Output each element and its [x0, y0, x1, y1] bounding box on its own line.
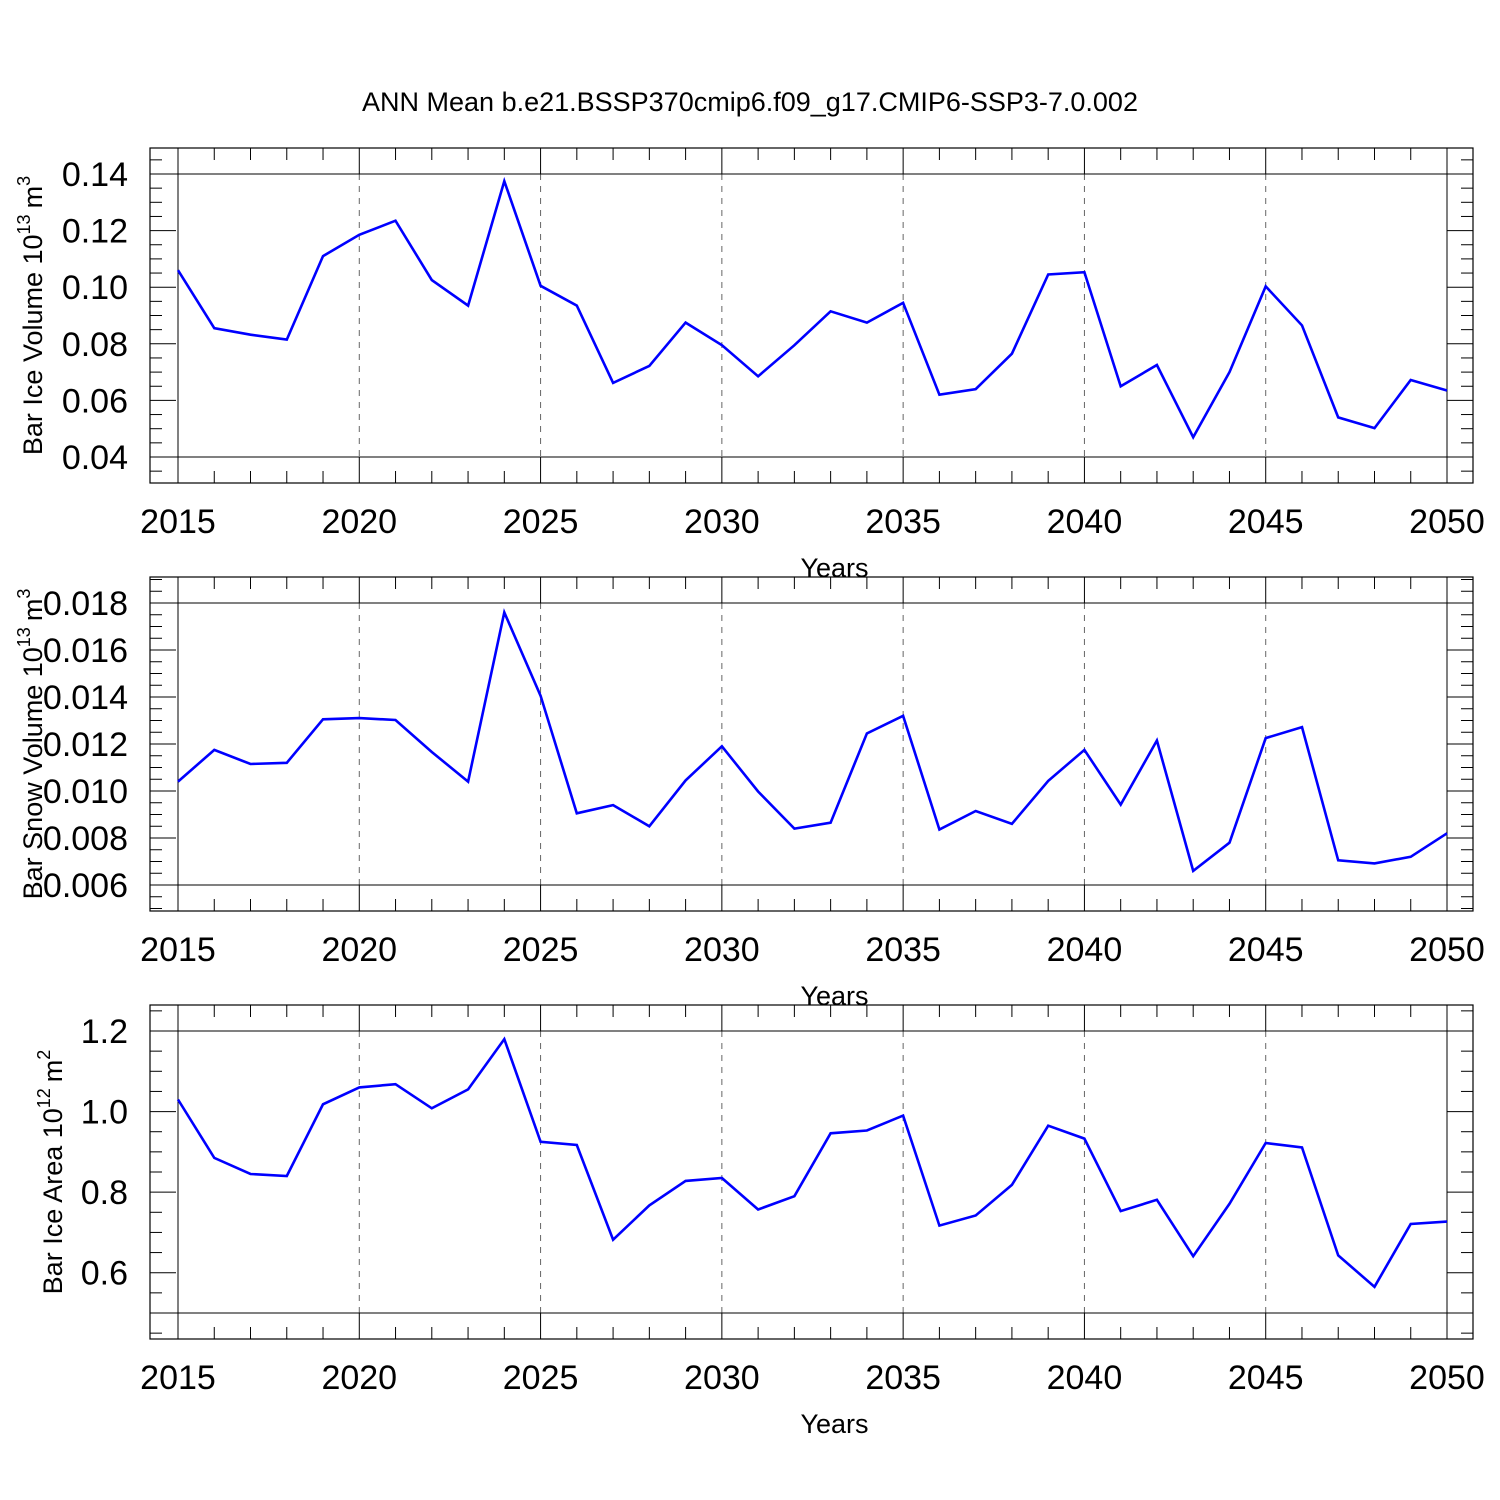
- y-tick-labels: 0.04 0.06 0.08 0.10 0.12 0.14: [62, 156, 128, 477]
- panel-snow-volume: 2015 2020 2025 2030 2035 2040 2045 2050 0.0060.…: [14, 576, 1485, 1011]
- grid-lines: [358, 1031, 1267, 1313]
- y-axis-title: Bar Snow Volume 1013 m3: [14, 589, 48, 900]
- x-tick-label: 2015: [140, 931, 216, 969]
- y-tick-label: 0.012: [43, 726, 128, 764]
- x-tick-label: 2050: [1409, 1359, 1485, 1397]
- y-tick-label: 1.2: [81, 1013, 128, 1051]
- y-axis-title-unit-exponent: 2: [34, 1050, 54, 1060]
- plot-frame: [149, 147, 1474, 484]
- x-axis-title: Years: [800, 553, 868, 583]
- panel-ice-volume: 2015 2020 2025 2030 2035 2040 2045 2050 0.040.0…: [14, 147, 1485, 583]
- grid-lines: [358, 603, 1267, 885]
- x-tick-label: 2015: [140, 1359, 216, 1397]
- x-tick-label: 2045: [1228, 931, 1304, 969]
- y-tick-label: 0.8: [81, 1174, 128, 1212]
- y-tick-label: 0.008: [43, 820, 128, 858]
- tick-marks: [150, 577, 1473, 911]
- x-tick-label: 2050: [1409, 931, 1485, 969]
- x-tick-label: 2045: [1228, 1359, 1304, 1397]
- x-tick-labels: 2015 2020 2025 2030 2035 2040 2045 2050: [140, 1359, 1485, 1397]
- y-axis-title-unit-exponent: 3: [14, 176, 34, 186]
- x-tick-label: 2030: [684, 1359, 760, 1397]
- panel-ice-area: 2015 2020 2025 2030 2035 2040 2045 2050 0.6 0.8 1…: [34, 1004, 1485, 1439]
- y-axis-title-exponent: 13: [14, 214, 34, 234]
- series-line: [176, 1036, 1448, 1289]
- x-tick-label: 2025: [503, 1359, 579, 1397]
- x-tick-label: 2015: [140, 503, 216, 541]
- y-tick-label: 0.016: [43, 632, 128, 670]
- y-tick-label: 0.04: [62, 439, 128, 477]
- y-tick-label: 0.14: [62, 156, 128, 194]
- y-tick-label: 1.0: [81, 1094, 128, 1132]
- plot-frame: [149, 1004, 1474, 1340]
- x-tick-labels: 2015 2020 2025 2030 2035 2040 2045 2050: [140, 503, 1485, 541]
- x-tick-label: 2040: [1047, 503, 1123, 541]
- series-line: [176, 176, 1448, 440]
- x-tick-label: 2020: [321, 503, 397, 541]
- tick-marks: [150, 1005, 1473, 1339]
- x-tick-label: 2035: [865, 1359, 941, 1397]
- y-tick-label: 0.06: [62, 382, 128, 420]
- y-axis-title-text: Bar Ice Volume 10: [18, 234, 48, 455]
- x-tick-label: 2025: [503, 931, 579, 969]
- x-tick-labels: 2015 2020 2025 2030 2035 2040 2045 2050: [140, 931, 1485, 969]
- y-axis-title-unit: m: [18, 599, 48, 622]
- y-tick-label: 0.014: [43, 679, 128, 717]
- x-tick-label: 2045: [1228, 503, 1304, 541]
- x-tick-label: 2050: [1409, 503, 1485, 541]
- x-tick-label: 2030: [684, 503, 760, 541]
- y-tick-label: 0.08: [62, 326, 128, 364]
- tick-marks: [150, 148, 1473, 483]
- series-line: [177, 608, 1448, 874]
- y-tick-label: 0.006: [43, 867, 128, 905]
- x-tick-label: 2020: [321, 931, 397, 969]
- y-axis-title-text: Bar Snow Volume 10: [18, 647, 48, 899]
- y-tick-label: 0.10: [62, 269, 128, 307]
- y-axis-title: Bar Ice Volume 1013 m3: [14, 176, 48, 455]
- y-tick-labels: 0.006 0.008 0.010 0.012 0.014 0.016 0.018: [43, 585, 128, 905]
- x-tick-label: 2025: [503, 503, 579, 541]
- x-tick-label: 2035: [865, 503, 941, 541]
- x-axis-title: Years: [800, 1409, 868, 1439]
- y-axis-title-exponent: 12: [34, 1088, 54, 1108]
- y-tick-label: 0.018: [43, 585, 128, 623]
- y-tick-label: 0.010: [43, 773, 128, 811]
- y-axis-title-unit: m: [18, 186, 48, 209]
- y-tick-labels: 0.6 0.8 1.0 1.2: [81, 1013, 128, 1293]
- y-axis-title-text: Bar Ice Area 10: [38, 1108, 68, 1294]
- x-tick-label: 2040: [1047, 931, 1123, 969]
- y-tick-label: 0.6: [81, 1255, 128, 1293]
- x-tick-label: 2040: [1047, 1359, 1123, 1397]
- y-axis-title-unit: m: [38, 1060, 68, 1083]
- plot-frame: [149, 576, 1474, 912]
- y-axis-title-unit-exponent: 3: [14, 589, 34, 599]
- x-tick-label: 2020: [321, 1359, 397, 1397]
- x-axis-title: Years: [800, 981, 868, 1011]
- figure-title: ANN Mean b.e21.BSSP370cmip6.f09_g17.CMIP…: [362, 87, 1138, 117]
- y-axis-title: Bar Ice Area 1012 m2: [34, 1050, 68, 1295]
- y-tick-label: 0.12: [62, 213, 128, 251]
- x-tick-label: 2035: [865, 931, 941, 969]
- y-axis-title-exponent: 13: [14, 627, 34, 647]
- x-tick-label: 2030: [684, 931, 760, 969]
